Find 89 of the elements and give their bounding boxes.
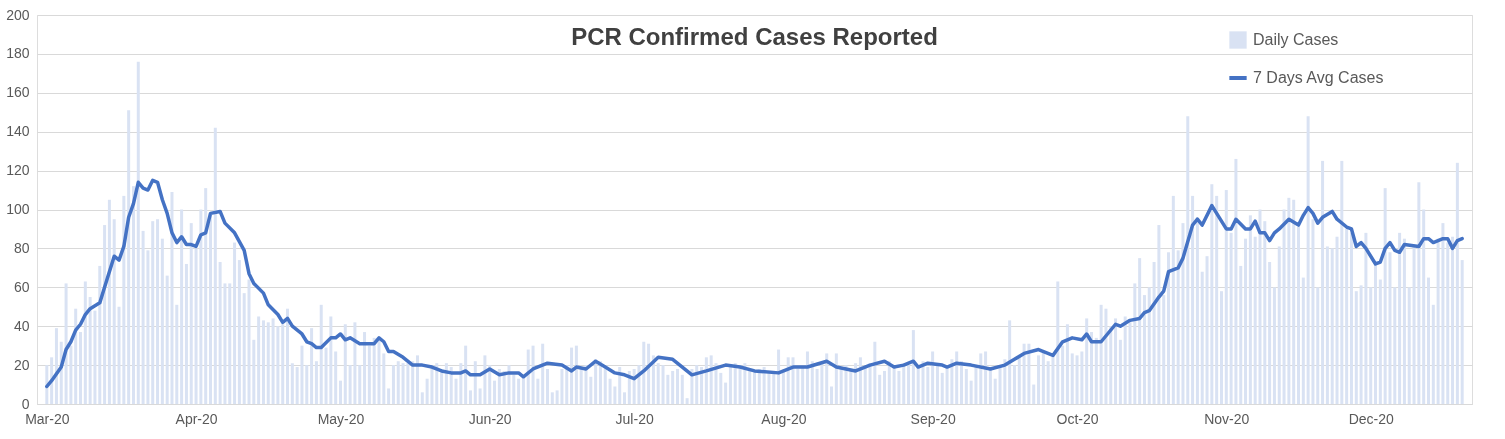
bar (570, 347, 574, 404)
y-tick-label: 120 (6, 162, 30, 179)
bar (64, 283, 68, 404)
x-tick-label: May-20 (317, 410, 365, 427)
y-tick-label: 80 (13, 239, 30, 256)
bar (834, 353, 838, 404)
bar (1460, 260, 1464, 404)
bar (964, 368, 968, 404)
legend-label: 7 Days Avg Cases (1253, 69, 1384, 86)
bar (1133, 283, 1137, 404)
x-tick-label: Apr-20 (175, 410, 218, 427)
y-tick-label: 60 (13, 278, 30, 295)
bar (122, 195, 126, 404)
bar (180, 209, 184, 404)
x-tick-label: Jun-20 (468, 410, 512, 427)
bar (1383, 188, 1387, 404)
bar (1056, 281, 1060, 404)
bar (112, 219, 116, 404)
y-tick-label: 180 (6, 45, 30, 62)
bar (1364, 232, 1368, 404)
bar (54, 328, 58, 404)
bar (310, 328, 314, 404)
bar (574, 345, 578, 404)
y-tick-label: 20 (13, 356, 30, 373)
bar (1085, 318, 1089, 404)
bar (545, 368, 549, 404)
bar (74, 308, 78, 404)
line-series (45, 178, 1464, 389)
bar (618, 367, 622, 404)
x-tick-label: Oct-20 (1056, 410, 1099, 427)
bar (1455, 162, 1459, 404)
y-tick-label: 140 (6, 123, 30, 140)
legend-label: Daily Cases (1253, 31, 1339, 48)
bar (213, 127, 217, 404)
bar (911, 330, 915, 404)
bar (233, 242, 237, 404)
bar (1195, 217, 1199, 404)
bar (127, 110, 131, 404)
bar (1234, 158, 1238, 404)
bar (642, 341, 646, 404)
bar (103, 225, 107, 404)
bar (858, 357, 862, 404)
bar (464, 345, 468, 404)
bar (300, 345, 304, 404)
x-tick-label: Jul-20 (615, 410, 654, 427)
bar (343, 324, 347, 404)
bar (483, 355, 487, 404)
bar (1167, 252, 1171, 404)
x-tick-label: Mar-20 (25, 410, 70, 427)
bar (680, 374, 684, 404)
bar (1321, 160, 1325, 404)
y-tick-label: 200 (6, 6, 30, 23)
bar (98, 265, 102, 404)
chart-title: PCR Confirmed Cases Reported (571, 23, 938, 50)
bar (353, 322, 357, 404)
bar (459, 363, 463, 404)
bar (136, 61, 140, 404)
bar (1349, 232, 1353, 404)
bar (107, 199, 111, 404)
bar (1037, 355, 1041, 404)
bar (1340, 160, 1344, 404)
x-tick-label: Nov-20 (1204, 410, 1250, 427)
bar (541, 343, 545, 404)
bar (777, 349, 781, 404)
bar (594, 359, 598, 404)
bar (83, 281, 87, 404)
y-tick-label: 160 (6, 84, 30, 101)
bar (363, 332, 367, 404)
bar (1171, 195, 1175, 404)
bar (1210, 184, 1214, 404)
x-tick-label: Aug-20 (761, 410, 807, 427)
bar (1417, 182, 1421, 404)
bar (1398, 232, 1402, 404)
bar (319, 304, 323, 404)
bar (1065, 324, 1069, 404)
bar (1157, 225, 1161, 404)
x-tick-label: Dec-20 (1348, 410, 1394, 427)
bar (1402, 238, 1406, 404)
bar (1186, 116, 1190, 404)
bar (170, 191, 174, 404)
bar (1008, 320, 1012, 404)
y-tick-label: 40 (13, 317, 30, 334)
bar (1306, 116, 1310, 404)
x-tick-label: Sep-20 (910, 410, 956, 427)
bar (873, 341, 877, 404)
y-tick-label: 100 (6, 201, 30, 217)
y-tick-label: 0 (21, 395, 30, 412)
bar (329, 316, 333, 404)
bar (979, 353, 983, 404)
